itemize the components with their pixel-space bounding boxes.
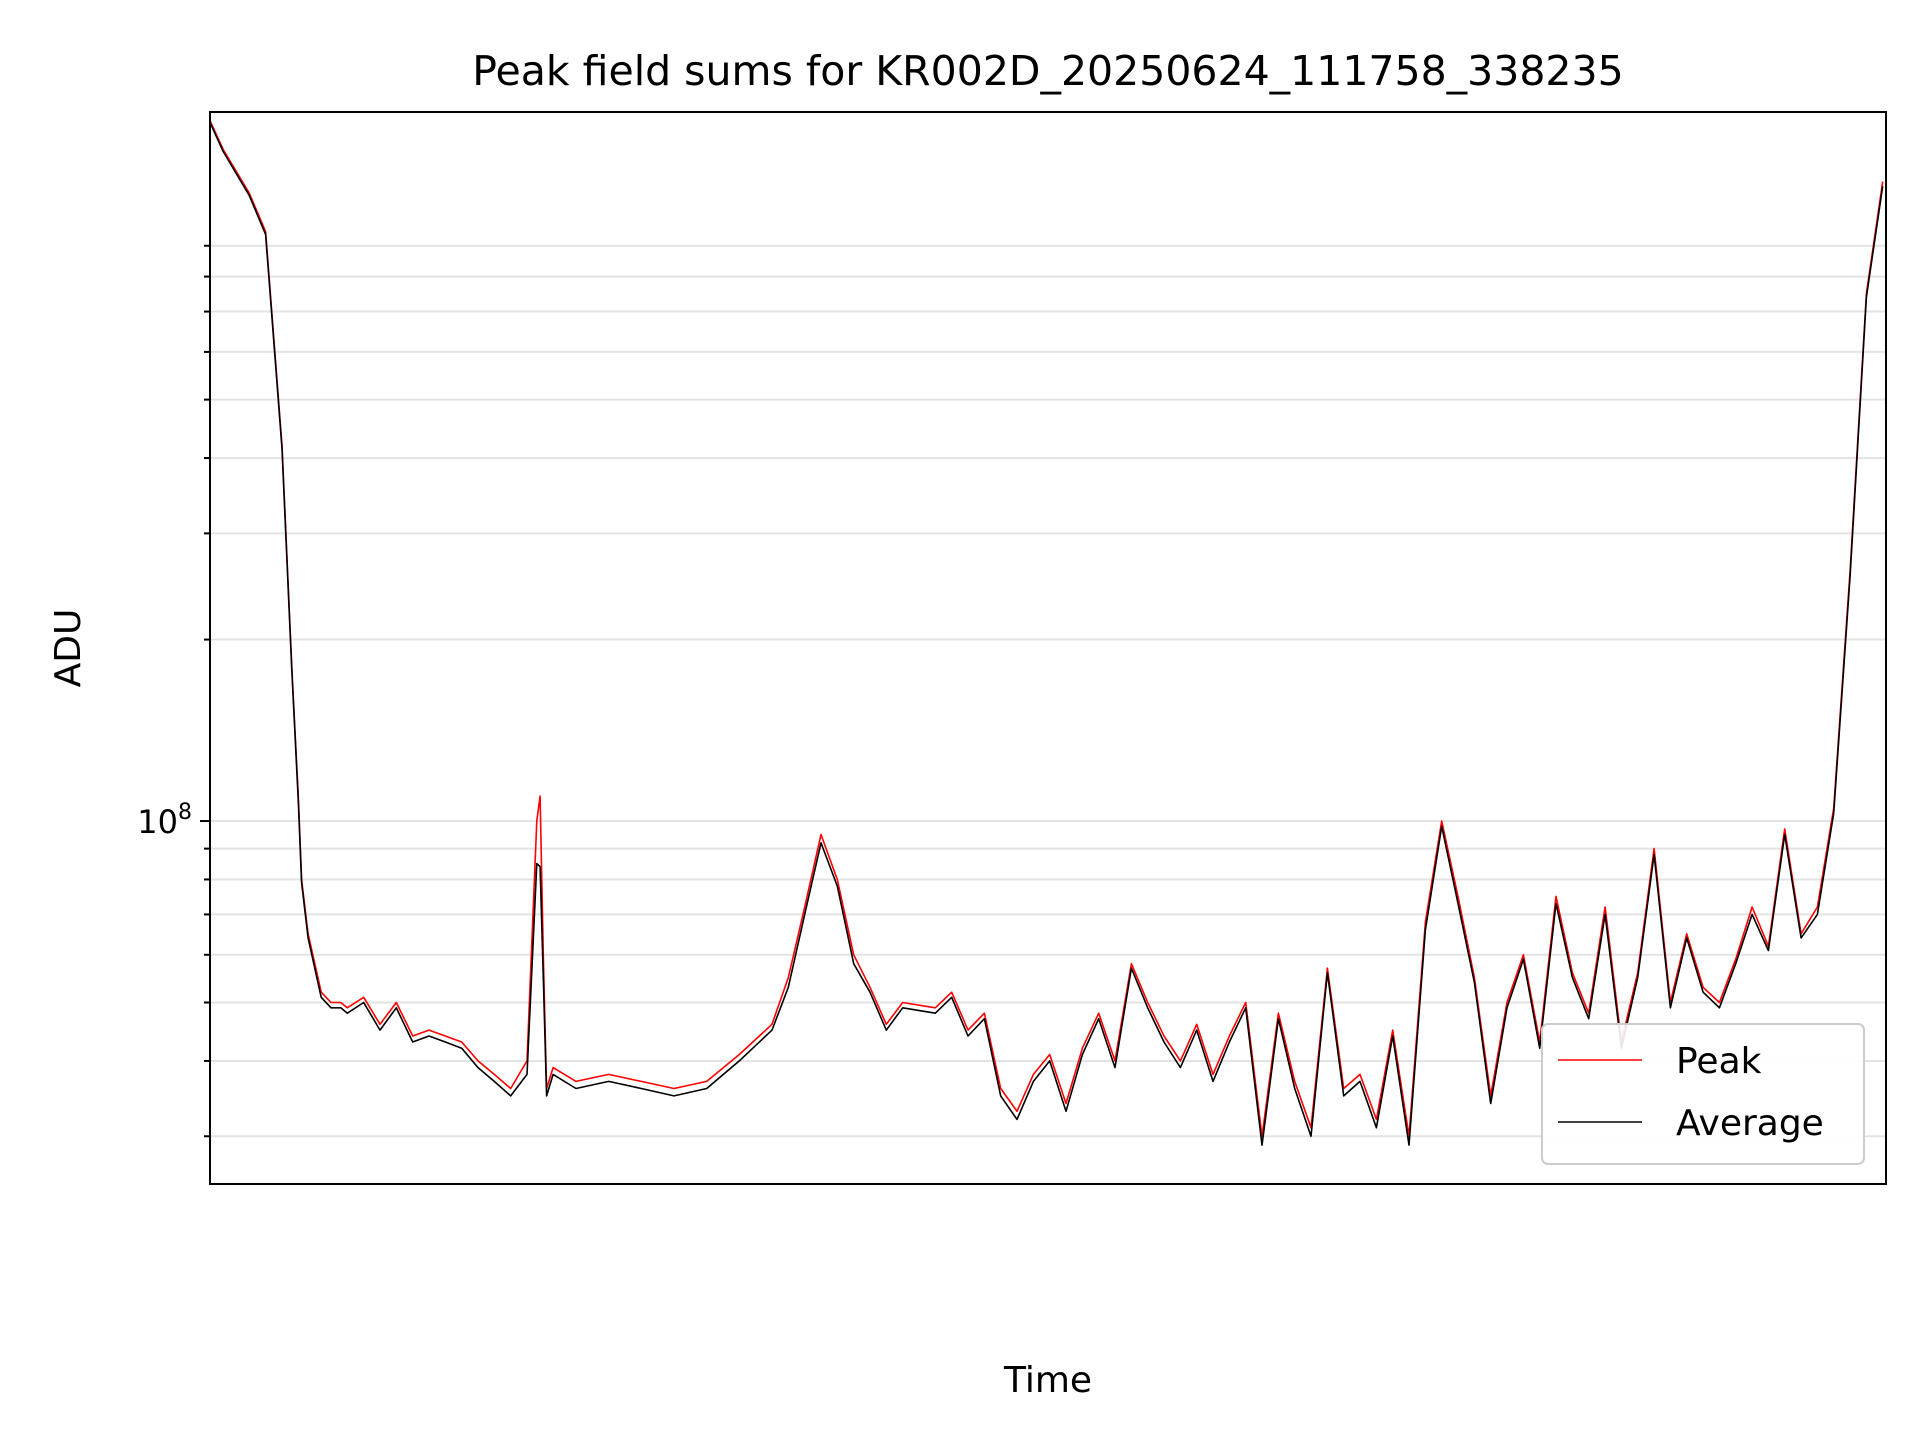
series-line-average (209, 122, 1884, 1146)
legend-box (1541, 1023, 1865, 1165)
legend-label-average: Average (1676, 1103, 1824, 1144)
plot-frame (209, 111, 1887, 1185)
ticks: 06-24 1206-24 1306-24 1406-24 1506-24 16… (137, 244, 210, 1138)
legend-label-peak: Peak (1676, 1041, 1762, 1082)
legend: Peak Average (1541, 1023, 1865, 1165)
x-axis-label: Time (1003, 1360, 1092, 1401)
series-line-peak (209, 120, 1884, 1138)
y-axis-label: ADU (48, 609, 89, 688)
chart-title: Peak field sums for KR002D_20250624_1117… (472, 47, 1623, 95)
series-layer (209, 120, 1884, 1146)
y-tick-label: 108 (137, 800, 192, 841)
grid (210, 244, 1886, 1138)
